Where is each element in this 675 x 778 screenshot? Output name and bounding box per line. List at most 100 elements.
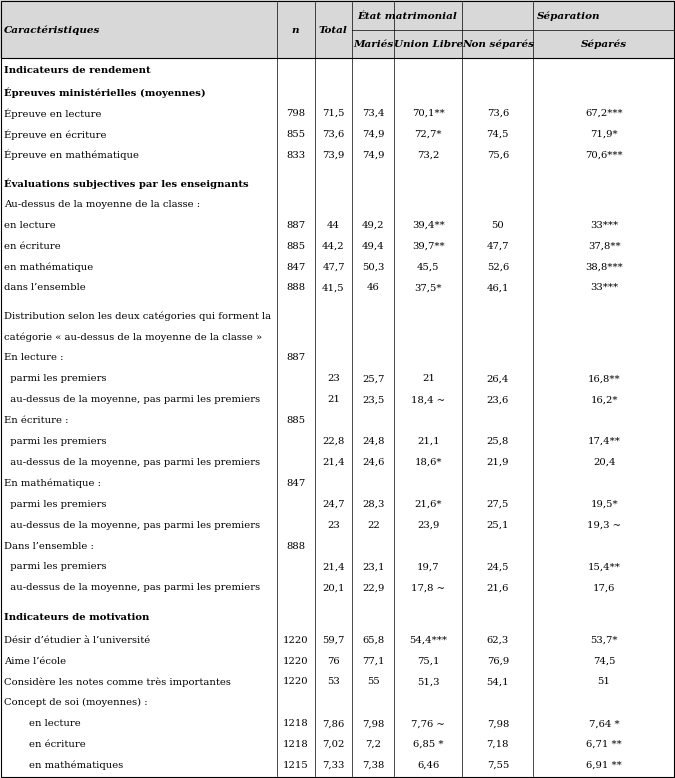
Text: 7,98: 7,98: [362, 719, 385, 728]
Text: 7,18: 7,18: [487, 740, 509, 749]
Text: au-dessus de la moyenne, pas parmi les premiers: au-dessus de la moyenne, pas parmi les p…: [4, 458, 260, 467]
Text: 22,8: 22,8: [322, 437, 345, 446]
Text: 21,6*: 21,6*: [414, 499, 442, 509]
Text: 24,7: 24,7: [322, 499, 345, 509]
Text: 23: 23: [327, 374, 340, 384]
Text: 1218: 1218: [283, 740, 308, 749]
Text: En mathématique :: En mathématique :: [4, 478, 101, 488]
Text: en mathématiques: en mathématiques: [4, 761, 124, 770]
Text: 33***: 33***: [590, 283, 618, 293]
Text: 21,6: 21,6: [487, 584, 509, 592]
Text: Épreuve en mathématique: Épreuve en mathématique: [4, 150, 139, 160]
Text: État matrimonial: État matrimonial: [358, 12, 457, 20]
Text: au-dessus de la moyenne, pas parmi les premiers: au-dessus de la moyenne, pas parmi les p…: [4, 584, 260, 592]
Text: en écriture: en écriture: [4, 242, 61, 251]
Text: 888: 888: [286, 541, 305, 551]
Text: 21,4: 21,4: [322, 562, 345, 572]
Text: 23: 23: [327, 520, 340, 530]
Text: 71,5: 71,5: [322, 109, 345, 118]
Text: En lecture :: En lecture :: [4, 353, 63, 363]
Text: Épreuve en lecture: Épreuve en lecture: [4, 108, 101, 118]
Text: 50,3: 50,3: [362, 262, 385, 272]
Text: 23,5: 23,5: [362, 395, 385, 405]
Text: 75,6: 75,6: [487, 151, 509, 159]
Text: 847: 847: [286, 479, 305, 488]
Text: 21,9: 21,9: [487, 458, 509, 467]
Text: 888: 888: [286, 283, 305, 293]
Text: En écriture :: En écriture :: [4, 416, 68, 425]
Text: 47,7: 47,7: [487, 242, 509, 251]
Text: 22,9: 22,9: [362, 584, 385, 592]
Text: 21: 21: [327, 395, 340, 405]
Text: 75,1: 75,1: [417, 657, 439, 665]
Text: 1215: 1215: [283, 761, 308, 770]
Text: 39,4**: 39,4**: [412, 221, 445, 230]
Text: 53: 53: [327, 678, 340, 686]
Text: 28,3: 28,3: [362, 499, 385, 509]
Text: 6,71 **: 6,71 **: [587, 740, 622, 749]
Text: 38,8***: 38,8***: [585, 262, 623, 272]
Text: 74,9: 74,9: [362, 130, 385, 138]
Text: 7,76 ~: 7,76 ~: [412, 719, 446, 728]
Text: 59,7: 59,7: [322, 636, 345, 645]
Text: 49,4: 49,4: [362, 242, 385, 251]
Text: dans l’ensemble: dans l’ensemble: [4, 283, 86, 293]
Text: 54,1: 54,1: [487, 678, 509, 686]
Text: parmi les premiers: parmi les premiers: [4, 499, 107, 509]
Text: 54,4***: 54,4***: [409, 636, 448, 645]
Text: 51,3: 51,3: [417, 678, 439, 686]
Text: 17,6: 17,6: [593, 584, 616, 592]
Bar: [0, 0, 675, 58]
Text: 20,4: 20,4: [593, 458, 616, 467]
Text: parmi les premiers: parmi les premiers: [4, 374, 107, 384]
Text: 49,2: 49,2: [362, 221, 385, 230]
Text: Épreuve en écriture: Épreuve en écriture: [4, 129, 107, 139]
Text: 1220: 1220: [283, 636, 308, 645]
Text: 73,6: 73,6: [323, 130, 344, 138]
Text: 855: 855: [286, 130, 305, 138]
Text: 74,5: 74,5: [487, 130, 509, 138]
Text: Union Libre: Union Libre: [394, 40, 463, 48]
Text: 65,8: 65,8: [362, 636, 384, 645]
Text: 1220: 1220: [283, 678, 308, 686]
Text: 847: 847: [286, 262, 305, 272]
Text: 27,5: 27,5: [487, 499, 509, 509]
Text: 17,4**: 17,4**: [588, 437, 620, 446]
Text: Désir d’étudier à l’université: Désir d’étudier à l’université: [4, 636, 151, 645]
Text: 62,3: 62,3: [487, 636, 509, 645]
Text: 7,33: 7,33: [322, 761, 345, 770]
Text: 19,7: 19,7: [417, 562, 439, 572]
Text: 25,1: 25,1: [487, 520, 509, 530]
Text: 26,4: 26,4: [487, 374, 509, 384]
Text: 7,86: 7,86: [323, 719, 344, 728]
Text: Caractéristiques: Caractéristiques: [4, 25, 101, 35]
Text: Indicateurs de motivation: Indicateurs de motivation: [4, 613, 149, 622]
Text: 67,2***: 67,2***: [585, 109, 623, 118]
Text: catégorie « au-dessus de la moyenne de la classe »: catégorie « au-dessus de la moyenne de l…: [4, 332, 263, 342]
Text: 19,3 ~: 19,3 ~: [587, 520, 621, 530]
Text: 1218: 1218: [283, 719, 308, 728]
Text: 7,55: 7,55: [487, 761, 509, 770]
Text: 73,2: 73,2: [417, 151, 439, 159]
Text: n: n: [292, 26, 300, 34]
Text: 25,8: 25,8: [487, 437, 509, 446]
Text: 23,1: 23,1: [362, 562, 385, 572]
Text: 74,5: 74,5: [593, 657, 616, 665]
Text: 798: 798: [286, 109, 305, 118]
Text: en lecture: en lecture: [4, 719, 81, 728]
Text: Évaluations subjectives par les enseignants: Évaluations subjectives par les enseigna…: [4, 178, 248, 188]
Text: 7,38: 7,38: [362, 761, 385, 770]
Text: Concept de soi (moyennes) :: Concept de soi (moyennes) :: [4, 699, 148, 707]
Text: 37,5*: 37,5*: [414, 283, 442, 293]
Text: Non séparés: Non séparés: [462, 39, 534, 49]
Text: 55: 55: [367, 678, 379, 686]
Text: Séparation: Séparation: [537, 11, 601, 21]
Text: 7,64 *: 7,64 *: [589, 719, 620, 728]
Text: en mathématique: en mathématique: [4, 262, 93, 272]
Text: 21,1: 21,1: [417, 437, 439, 446]
Text: Total: Total: [319, 26, 348, 34]
Text: 25,7: 25,7: [362, 374, 385, 384]
Text: 74,9: 74,9: [362, 151, 385, 159]
Text: 46,1: 46,1: [487, 283, 509, 293]
Text: Considère les notes comme très importantes: Considère les notes comme très important…: [4, 677, 231, 687]
